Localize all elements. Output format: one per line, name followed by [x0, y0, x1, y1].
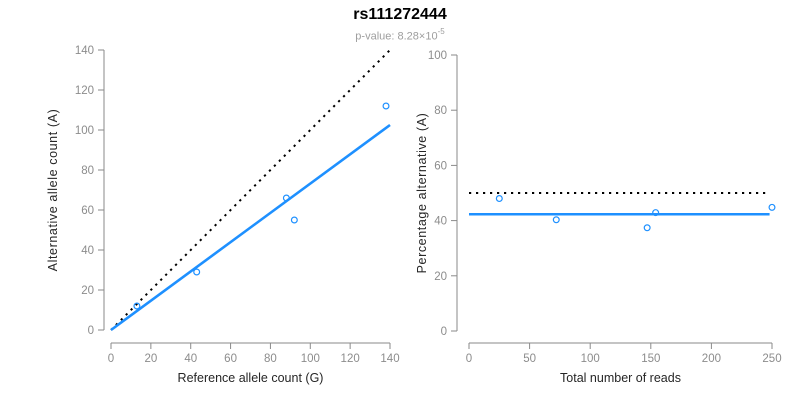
identity-line: [110, 49, 391, 331]
x-tick-label: 140: [380, 353, 399, 365]
x-tick-label: 0: [108, 353, 114, 365]
x-tick-label: 20: [144, 353, 157, 365]
y-tick-label: 0: [441, 326, 447, 338]
fit-line: [110, 123, 391, 332]
x-tick-label: 100: [581, 353, 600, 365]
y-tick-label: 100: [428, 50, 447, 62]
data-point: [382, 102, 390, 110]
data-point: [643, 224, 651, 232]
data-point: [495, 195, 503, 203]
x-tick-label: 200: [702, 353, 721, 365]
data-point: [133, 302, 141, 310]
x-tick-label: 100: [301, 353, 320, 365]
x-tick-label: 60: [224, 353, 237, 365]
x-axis-title: Reference allele count (G): [178, 371, 324, 385]
y-tick-label: 140: [75, 45, 94, 57]
data-point: [652, 209, 660, 217]
x-tick-label: 80: [264, 353, 277, 365]
y-tick-label: 40: [434, 216, 447, 228]
x-tick-label: 150: [641, 353, 660, 365]
y-tick-label: 80: [81, 165, 94, 177]
x-axis-title: Total number of reads: [560, 371, 681, 385]
data-point: [552, 216, 560, 224]
y-axis-title: Alternative allele count (A): [46, 109, 60, 272]
data-point: [282, 194, 290, 202]
y-tick-label: 60: [434, 160, 447, 172]
x-tick-label: 250: [762, 353, 781, 365]
x-tick-label: 40: [184, 353, 197, 365]
data-point: [768, 203, 776, 211]
x-tick-label: 0: [466, 353, 472, 365]
y-tick-label: 120: [75, 85, 94, 97]
y-tick-label: 60: [81, 205, 94, 217]
y-tick-label: 20: [434, 271, 447, 283]
y-axis-title: Percentage alternative (A): [415, 113, 429, 274]
data-point: [193, 268, 201, 276]
x-tick-label: 50: [523, 353, 536, 365]
y-tick-label: 0: [88, 325, 94, 337]
y-tick-label: 80: [434, 105, 447, 117]
y-tick-label: 20: [81, 285, 94, 297]
data-point: [290, 216, 298, 224]
x-tick-label: 120: [341, 353, 360, 365]
y-tick-label: 100: [75, 125, 94, 137]
y-tick-label: 40: [81, 245, 94, 257]
